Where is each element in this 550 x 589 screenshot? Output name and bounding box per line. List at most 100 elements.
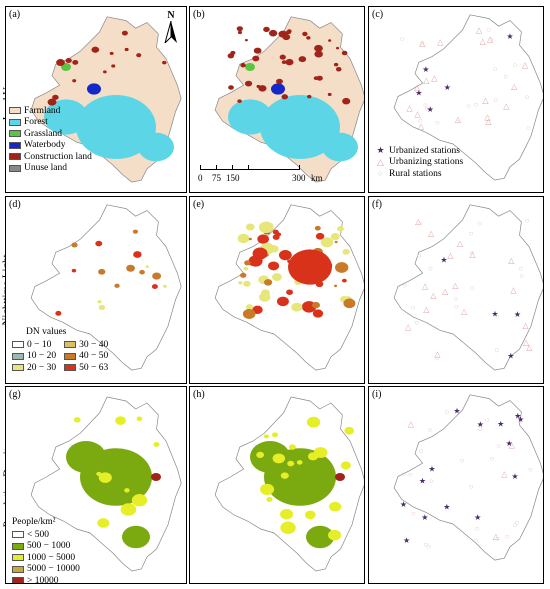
density-area [266,497,273,502]
construction-land [314,50,323,58]
construction-land [236,26,243,32]
station-marker: ○ [466,101,471,110]
density-area [272,453,286,464]
light-patch [151,284,158,289]
population-legend-item-label: 5000 − 10000 [27,564,80,575]
construction-land [124,47,129,52]
station-marker: ○ [435,118,440,127]
land-use-legend-item: Farmland [9,105,92,117]
construction-land [314,44,323,52]
station-marker: ○ [423,540,428,549]
station-marker: ○ [453,294,458,303]
star-icon: ★ [376,145,385,156]
station-marker: ○ [429,476,434,485]
station-marker: ★ [507,351,514,360]
map-c: ○△★○○○○○○○△△★△○△○○△△○△★△△△△★△○△△○○○○★ △△△ [393,14,543,181]
construction-land [136,53,142,58]
station-marker: △ [476,25,483,34]
light-patch [71,242,78,248]
construction-land [103,70,107,74]
density-area [122,525,150,549]
station-marker: ○ [414,318,419,327]
construction-land [162,60,167,65]
station-marker: ○ [401,469,406,478]
panel-e-nighttime-light-map: (e) [189,196,365,384]
dn-legend-item-swatch [64,352,77,360]
population-legend-item-swatch [12,531,24,539]
light-patch [242,308,256,319]
station-marker: ★ [443,502,450,511]
light-patch [243,266,249,271]
region-outline [393,14,543,181]
construction-land [47,98,57,106]
station-marker: ★ [453,407,460,416]
density-core [151,473,161,481]
land-use-legend: Farmland Forest Grassland Waterbody Construc… [9,105,92,174]
density-area [288,444,296,450]
station-marker: △ [418,122,425,131]
population-legend-item: 5000 − 10000 [12,564,80,576]
construction-land [258,85,267,92]
light-patch [237,233,250,244]
station-legend-item: ○ Rural stations [375,168,463,180]
map-b [214,16,364,183]
construction-land [109,51,114,55]
population-legend-item: > 10000 [12,575,80,583]
panel-label-i: (i) [372,389,382,400]
population-legend-item-label: 500 − 1000 [27,541,71,552]
construction-land [244,38,248,42]
dn-legend-item: 20 − 30 [12,362,56,374]
construction-land [268,29,278,37]
waterbody [87,83,101,95]
station-marker: ★ [514,310,521,319]
density-area [136,416,143,421]
light-patch [126,264,135,272]
light-patch [342,248,350,255]
population-legend-item-label: < 500 [27,529,49,540]
station-marker: ○ [503,72,508,81]
density-area [344,426,355,435]
construction-land [237,30,243,35]
panel-i-station-map: △ ○ △ ★ ○ ○ ★ ○ ○ ○ ○ ○ ★ ○ ★ ★ ★ ★ ○ △ △ ○ ○ ★ ★ ★ ○ ○ ○ ○ ○ ○ ○ ★ ○ ○ ★ ★ ○ ★… [368,386,544,584]
light-patch [334,240,338,244]
construction-land [341,50,348,56]
construction-land [111,64,116,68]
station-marker: ★ [517,415,524,424]
land-use-legend-item-swatch [9,141,21,149]
station-marker: △ [487,35,494,44]
construction-land [56,59,65,67]
light-patch [240,272,247,278]
population-legend-item-swatch [12,565,24,573]
station-marker: △ [419,39,426,48]
station-marker: ○ [496,442,501,451]
station-marker: △ [430,291,437,300]
station-marker: ○ [420,38,425,47]
land-use-legend-item-label: Unuse land [24,163,68,174]
light-patch [342,278,347,283]
station-marker: ★ [506,439,513,448]
station-marker: △ [423,76,430,85]
panel-label-d: (d) [9,199,21,210]
density-area [153,442,160,447]
land-use-legend-item: Forest [9,117,92,129]
station-marker: ○ [470,283,475,292]
station-marker: ○ [473,536,478,545]
station-marker: ○ [512,520,517,529]
light-patch [286,289,293,295]
station-marker: △ [407,104,414,113]
population-legend-item-swatch [12,554,24,562]
station-marker: ○ [424,104,429,113]
station-marker: △ [442,287,449,296]
station-marker: ★ [403,536,410,545]
density-area [260,483,275,495]
construction-land [276,78,283,85]
station-marker: ○ [469,482,474,491]
station-marker: △ [469,250,476,259]
station-marker: ○ [485,415,490,424]
light-patch [291,302,303,312]
light-patch [335,262,349,273]
construction-land [302,31,308,37]
population-legend-item-label: 1000 − 5000 [27,552,76,563]
light-patch [259,292,271,302]
land-use-legend-item: Grassland [9,128,92,140]
